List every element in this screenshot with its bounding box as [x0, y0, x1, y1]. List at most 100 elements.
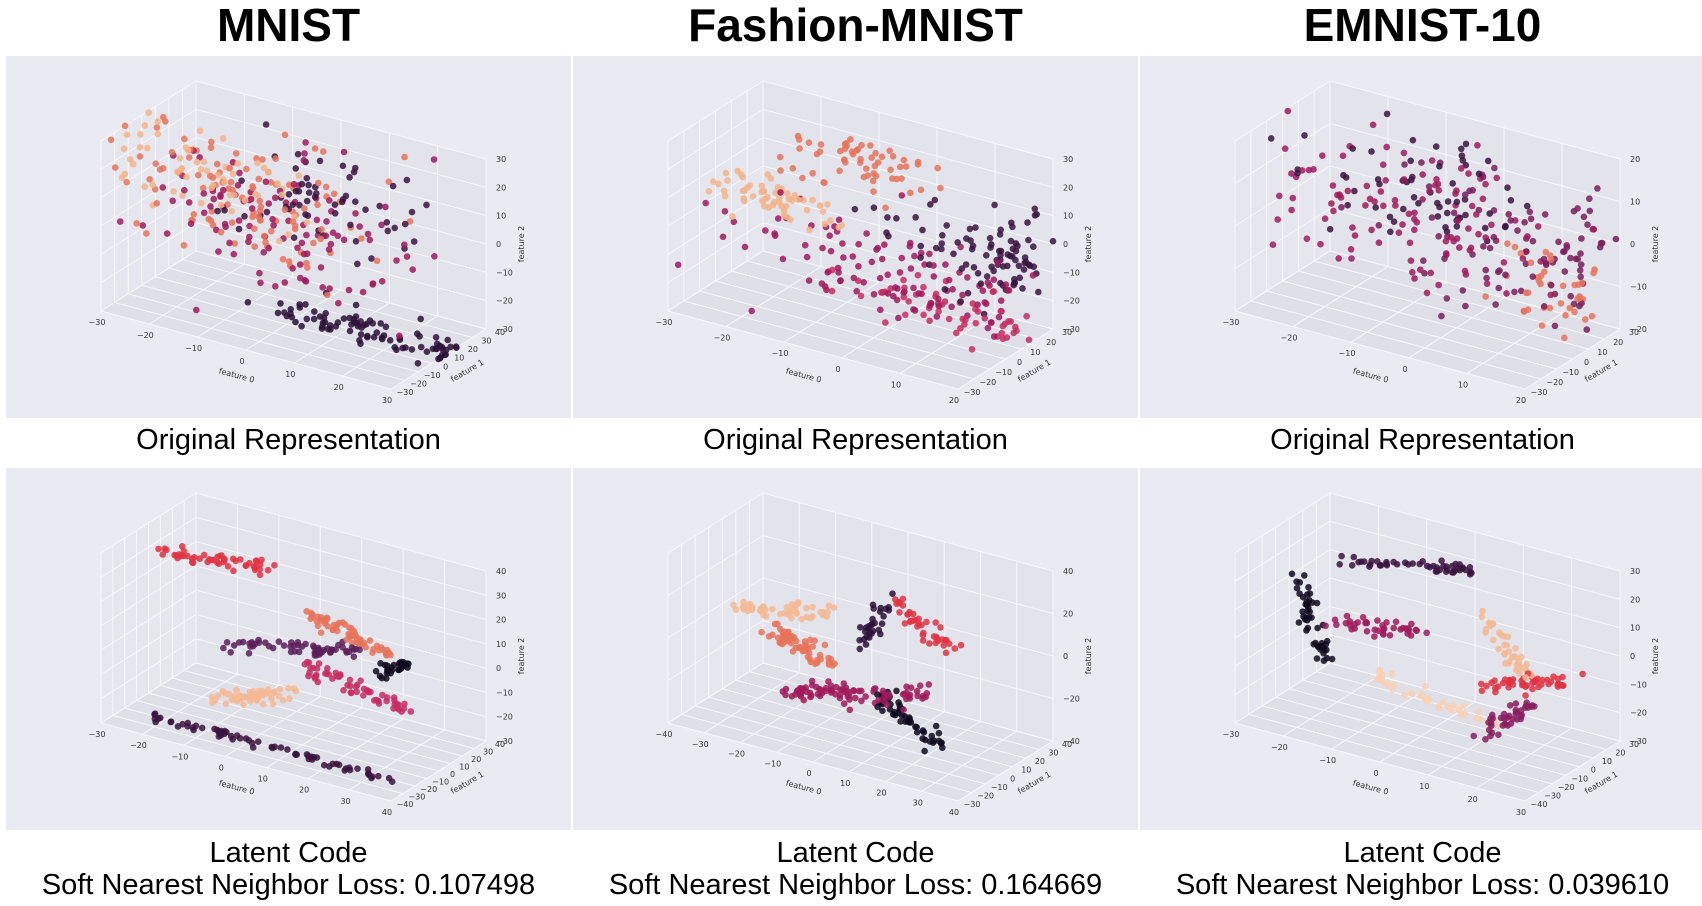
- data-point: [269, 744, 276, 752]
- gridline: [100, 222, 197, 284]
- data-point: [1503, 642, 1511, 649]
- data-point: [354, 765, 361, 772]
- data-point: [1308, 614, 1315, 621]
- z-tick-label: −30: [496, 737, 513, 746]
- scatter-3d-plot: −40−30−20−10010203040−30−20−10010203040−…: [656, 492, 1093, 817]
- data-point: [1511, 243, 1519, 251]
- data-point: [329, 229, 337, 236]
- data-point: [1512, 710, 1520, 717]
- data-point: [292, 687, 300, 695]
- data-point: [824, 201, 831, 208]
- data-point: [1399, 221, 1406, 228]
- data-point: [877, 306, 884, 314]
- data-point: [1466, 571, 1474, 578]
- data-point: [794, 196, 802, 203]
- data-point: [352, 301, 360, 309]
- y-tick-label: 0: [1591, 766, 1596, 775]
- data-point: [1518, 653, 1525, 661]
- z-tick-label: −20: [1630, 709, 1647, 718]
- data-point: [896, 600, 903, 607]
- data-point: [335, 299, 342, 307]
- data-point: [287, 648, 295, 656]
- data-point: [902, 311, 909, 319]
- gridline: [1234, 722, 1526, 802]
- data-point: [849, 253, 857, 260]
- data-point: [836, 694, 844, 702]
- data-point: [1418, 159, 1425, 166]
- data-point: [1374, 617, 1381, 624]
- panel-caption: Original Representation: [1270, 424, 1575, 456]
- x-tick-label: 10: [258, 775, 268, 784]
- data-point: [1349, 224, 1356, 231]
- data-point: [241, 213, 248, 220]
- data-point: [417, 343, 425, 351]
- data-point: [1348, 562, 1356, 569]
- data-point: [154, 130, 161, 138]
- data-point: [347, 221, 354, 229]
- x-tick-label: −30: [692, 740, 709, 749]
- data-point: [342, 192, 350, 200]
- data-point: [1450, 569, 1457, 576]
- data-point: [1482, 266, 1489, 274]
- data-point: [1576, 267, 1584, 274]
- data-point: [819, 244, 826, 252]
- data-point: [340, 236, 348, 244]
- gridline: [1234, 549, 1331, 611]
- data-point: [259, 156, 266, 163]
- gridline: [762, 80, 1054, 160]
- data-point: [322, 232, 330, 240]
- x-tick-label: 10: [1419, 782, 1429, 791]
- gridline: [1329, 520, 1621, 600]
- data-point: [967, 237, 974, 244]
- data-point: [1442, 237, 1450, 245]
- data-point: [1580, 213, 1588, 221]
- data-point: [1546, 304, 1554, 312]
- data-point: [1002, 281, 1010, 288]
- gridline: [1234, 520, 1331, 582]
- data-point: [1395, 229, 1403, 236]
- data-point: [919, 735, 926, 742]
- data-point: [364, 333, 371, 341]
- data-point: [1269, 241, 1277, 248]
- y-tick-label: 40: [1062, 740, 1072, 749]
- data-point: [1574, 255, 1581, 263]
- data-point: [1459, 287, 1467, 294]
- data-point: [1519, 255, 1527, 262]
- data-point: [230, 250, 238, 258]
- data-point: [881, 241, 888, 248]
- data-point: [910, 306, 917, 313]
- data-point: [208, 693, 216, 701]
- data-point: [1390, 218, 1398, 225]
- y-tick-label: −10: [1562, 368, 1579, 377]
- data-point: [702, 199, 709, 207]
- data-point: [919, 637, 927, 644]
- data-point: [262, 178, 270, 186]
- data-point: [1571, 281, 1578, 289]
- data-point: [999, 263, 1007, 270]
- gridline: [1234, 577, 1331, 639]
- gridline: [921, 730, 1018, 792]
- data-point: [255, 213, 262, 221]
- data-point: [376, 202, 384, 210]
- data-point: [930, 262, 937, 269]
- data-point: [1313, 655, 1321, 662]
- data-point: [739, 173, 747, 181]
- data-point: [837, 147, 844, 155]
- x-tick-label: 30: [382, 396, 392, 405]
- data-point: [900, 706, 907, 713]
- data-point: [391, 697, 398, 704]
- data-point: [795, 136, 803, 143]
- data-point: [1522, 702, 1530, 709]
- data-point: [1019, 285, 1026, 292]
- x-axis-label: feature 0: [218, 367, 256, 385]
- data-point: [838, 222, 845, 229]
- data-point: [896, 269, 904, 276]
- data-point: [902, 718, 909, 725]
- gridline: [195, 516, 487, 596]
- data-point: [198, 724, 206, 732]
- data-point: [806, 226, 813, 234]
- data-point: [1438, 312, 1445, 320]
- data-point: [281, 131, 289, 139]
- data-point: [1010, 329, 1017, 337]
- data-point: [884, 214, 891, 221]
